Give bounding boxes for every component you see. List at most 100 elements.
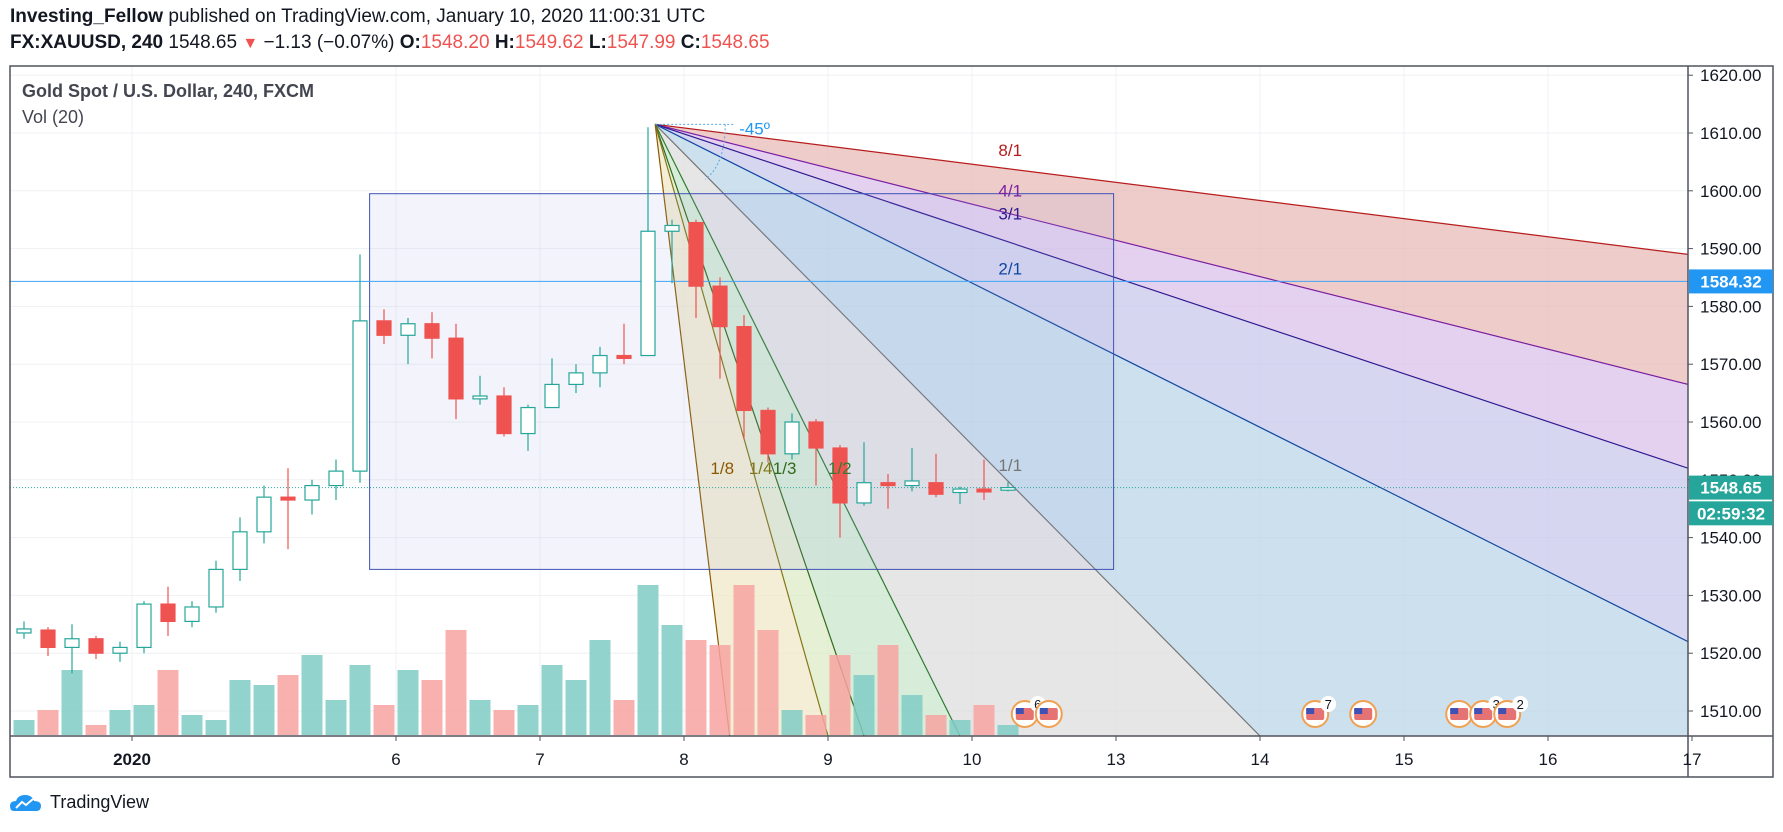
symbol-label: FX:XAUUSD, 240 <box>10 32 164 53</box>
fan-ray-3-1[interactable] <box>655 123 1688 469</box>
flag-canton <box>1474 708 1483 714</box>
cloud-icon <box>10 794 41 811</box>
fan-ray-1-2[interactable] <box>654 124 961 736</box>
fan-label: 2/1 <box>998 260 1022 279</box>
x-tick-label: 14 <box>1251 750 1270 769</box>
candle-body <box>88 638 104 654</box>
volume-bar <box>517 705 539 735</box>
flag-canton <box>1354 708 1363 714</box>
volume-bar <box>205 720 227 735</box>
y-tick-label: 1520.00 <box>1700 644 1761 663</box>
volume-bar <box>493 710 515 735</box>
angle-label: -45º <box>739 119 770 138</box>
candle-body <box>592 354 608 374</box>
volume-bar <box>661 625 683 735</box>
price-tag[interactable] <box>1689 269 1773 294</box>
close-label: C: <box>680 32 701 53</box>
candle-body <box>448 337 464 400</box>
candle-body <box>376 320 392 336</box>
flag-canton <box>1039 708 1048 714</box>
fan-ray-8-1[interactable] <box>655 123 1688 255</box>
candle-body <box>64 638 80 649</box>
fan-label: 3/1 <box>998 205 1022 224</box>
open-value: 1548.20 <box>420 32 490 53</box>
y-tick-label: 1510.00 <box>1700 702 1761 721</box>
candle-body <box>352 320 368 472</box>
x-tick-label: 6 <box>391 750 400 769</box>
candle-body <box>808 421 824 449</box>
pane-title: Gold Spot / U.S. Dollar, 240, FXCM <box>22 81 314 101</box>
angle-arc <box>704 124 726 180</box>
volume-bar <box>613 700 635 735</box>
x-tick-label: 17 <box>1683 750 1702 769</box>
volume-bar <box>949 720 971 735</box>
close-value: 1548.65 <box>700 32 770 53</box>
volume-bar <box>877 645 899 735</box>
volume-bar <box>253 685 275 735</box>
candle-body <box>904 480 920 487</box>
candle-body <box>760 409 776 455</box>
candle-body <box>280 496 296 501</box>
volume-bar <box>61 670 83 735</box>
low-value: 1547.99 <box>606 32 676 53</box>
y-tick-label: 1570.00 <box>1700 355 1761 374</box>
open-label: O: <box>399 32 421 53</box>
event-count: 7 <box>1325 697 1332 712</box>
fan-labels: -45º 8/1 4/1 3/1 2/1 1/1 1/2 1/31/4 1/8 <box>710 119 1022 478</box>
volume-bar <box>13 720 35 735</box>
event-count: 6 <box>1034 697 1041 712</box>
volume-bar <box>733 585 755 735</box>
price-tag[interactable] <box>1689 475 1773 500</box>
down-arrow-icon: ▼ <box>242 35 259 52</box>
candle-body <box>16 628 32 634</box>
volume-bar <box>109 710 131 735</box>
fan-ray-1-4[interactable] <box>654 124 829 736</box>
fan-ray-2-1[interactable] <box>654 123 1688 643</box>
candle-body <box>712 285 728 328</box>
time-axis[interactable]: 2020 6 7 8 9 10 13 14 15 16 17 <box>113 736 1701 769</box>
candle-body <box>688 221 704 287</box>
y-tick-label: 1620.00 <box>1700 66 1761 85</box>
event-count-badge <box>1320 696 1337 712</box>
volume-bar <box>133 705 155 735</box>
x-tick-label: 7 <box>535 750 544 769</box>
y-tick-label: 1590.00 <box>1700 240 1761 259</box>
volume-bar <box>397 670 419 735</box>
volume-bar <box>181 715 203 735</box>
candle-body <box>424 323 440 339</box>
candles <box>16 127 1016 674</box>
fan-label: 1/2 <box>828 459 852 478</box>
fan-ray-1-1[interactable] <box>654 123 1261 736</box>
volume-bar <box>709 645 731 735</box>
candle-body <box>640 230 656 357</box>
volume-bar <box>325 700 347 735</box>
flag-canton <box>1306 708 1315 714</box>
fan-label: 1/3 <box>773 459 797 478</box>
ohlc-bar: FX:XAUUSD, 240 1548.65 ▼ −1.13 (−0.07%) … <box>10 32 770 54</box>
volume-bar <box>469 700 491 735</box>
horizontal-line[interactable] <box>10 280 1688 489</box>
last-price: 1548.65 <box>168 32 238 53</box>
price-tag[interactable] <box>1689 501 1773 526</box>
x-tick-label: 13 <box>1107 750 1126 769</box>
volume-bar <box>445 630 467 735</box>
volume-indicator-label: Vol (20) <box>22 107 84 127</box>
economic-events[interactable]: 6 7 3 2 <box>1010 696 1529 728</box>
volume-bar <box>925 715 947 735</box>
tradingview-logo[interactable]: TradingView <box>10 792 149 813</box>
x-tick-label: 15 <box>1395 750 1414 769</box>
fan-ray-4-1[interactable] <box>655 123 1688 386</box>
x-tick-label: 9 <box>823 750 832 769</box>
volume-bar <box>781 710 803 735</box>
price-axis[interactable]: 1510.001520.001530.001540.001550.001560.… <box>1688 66 1773 721</box>
y-tick-label: 1560.00 <box>1700 413 1761 432</box>
y-tick-label: 1580.00 <box>1700 297 1761 316</box>
chart-frame <box>9 65 1774 778</box>
author-name[interactable]: Investing_Fellow <box>10 6 164 27</box>
fan-zone <box>655 124 1688 736</box>
candle-body <box>304 484 320 501</box>
volume-bar <box>685 640 707 735</box>
gann-fan[interactable] <box>654 123 1688 736</box>
candle-body <box>928 482 944 495</box>
